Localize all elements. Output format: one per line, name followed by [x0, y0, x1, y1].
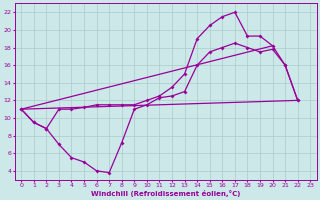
X-axis label: Windchill (Refroidissement éolien,°C): Windchill (Refroidissement éolien,°C) — [91, 190, 240, 197]
